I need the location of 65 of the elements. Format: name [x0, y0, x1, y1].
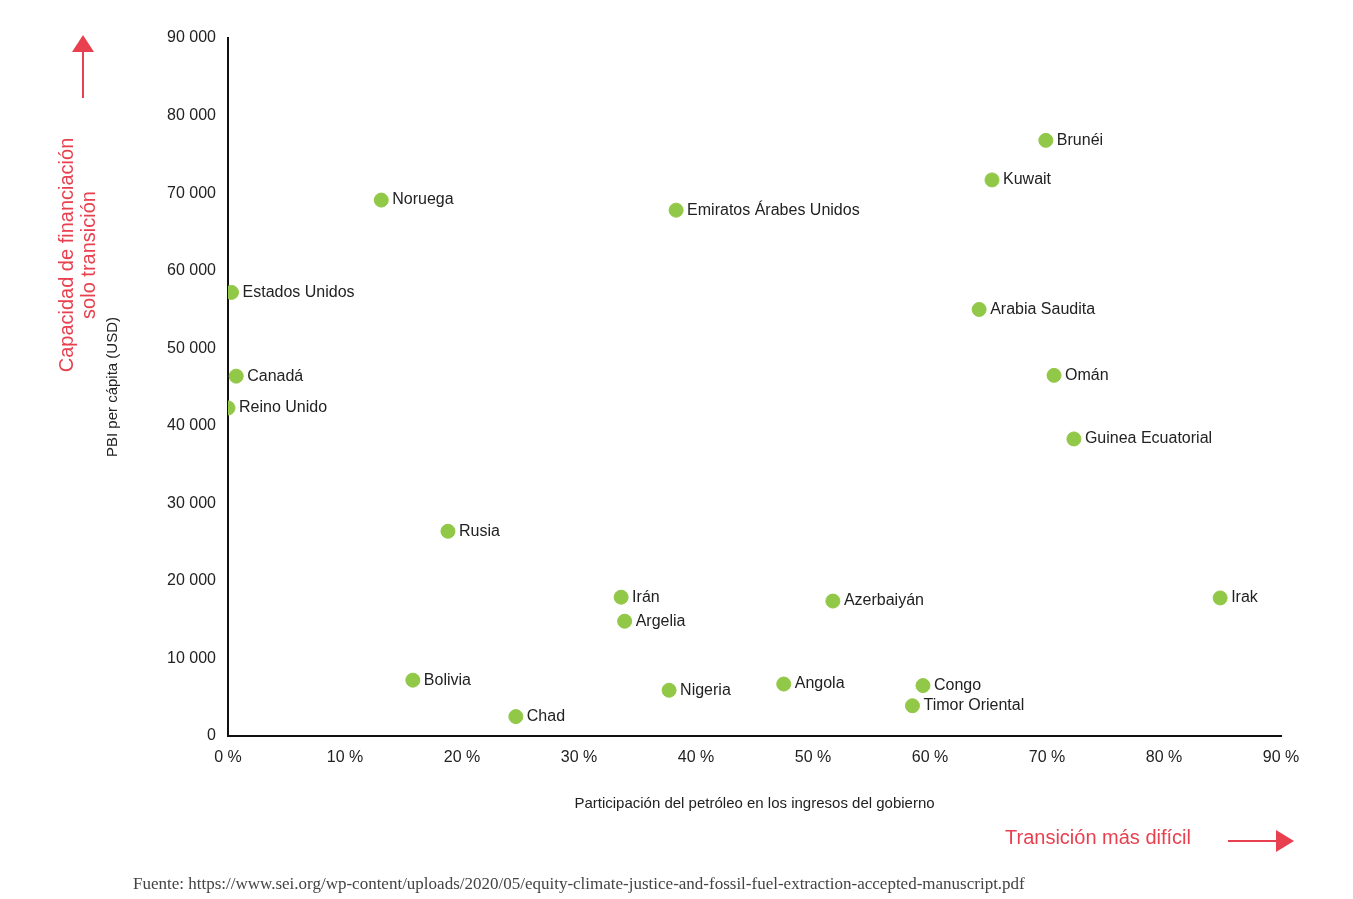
point [1212, 590, 1228, 606]
y-tick-label: 70 000 [167, 183, 217, 201]
annotation: Argelia [635, 611, 686, 629]
y-tick-label: 20 000 [167, 571, 217, 589]
y-tick-label: 10 000 [167, 648, 217, 666]
point [984, 172, 1000, 188]
y-tick-label: 90 000 [167, 28, 217, 46]
annotation: Irak [1231, 588, 1259, 606]
y-axis-title: PBI per cápita (USD) [103, 316, 121, 458]
annotation: Canadá [247, 366, 304, 384]
source-note: Fuente: https://www.sei.org/wp-content/uploads/2020/05/equity-climate-justice-and-fossil-fuel-extraction-accepted-manuscript.pdf [133, 874, 1025, 894]
point [776, 676, 792, 692]
point [613, 589, 629, 605]
x-axis-title: Participación del petróleo en los ingresos del gobierno [574, 794, 935, 812]
point [825, 593, 841, 609]
annotation: Noruega [392, 190, 454, 208]
x-tick-label: 10 % [326, 748, 364, 766]
annotation: Estados Unidos [242, 282, 355, 300]
point [1038, 132, 1054, 148]
annotation: Omán [1065, 365, 1109, 383]
point [668, 202, 684, 218]
x-tick-label: 20 % [443, 748, 481, 766]
annotation: Bolivia [423, 670, 472, 688]
y-tick-label: 80 000 [167, 105, 217, 123]
annotation: Chad [526, 707, 566, 725]
y-tick-label: 40 000 [167, 416, 217, 434]
y-tick-label: 50 000 [167, 338, 217, 356]
point [904, 698, 920, 714]
annotation: Emiratos Árabes Unidos [687, 199, 860, 218]
point [405, 672, 421, 688]
point [1066, 431, 1082, 447]
annotation: Brunéi [1056, 130, 1104, 148]
annotation: Reino Unido [239, 398, 328, 416]
point [661, 682, 677, 698]
annotation: Congo [933, 676, 982, 693]
y-tick-label: 0 [207, 726, 217, 744]
x-tick-label: 50 % [794, 748, 832, 766]
point [915, 678, 931, 694]
point [508, 709, 524, 725]
annotation: Rusia [458, 521, 500, 539]
annotation: Kuwait [1003, 170, 1052, 188]
x-tick-label: 30 % [560, 748, 598, 766]
x-tick-label: 70 % [1028, 748, 1066, 766]
y-tick-label: 60 000 [167, 261, 217, 279]
point [971, 301, 987, 317]
annotation: Guinea Ecuatorial [1084, 429, 1213, 447]
point [228, 368, 244, 384]
annotation: Angola [794, 674, 845, 692]
point [373, 192, 389, 208]
y-tick-label: 30 000 [167, 493, 217, 511]
x-tick-label: 0 % [214, 748, 242, 766]
annotation: Irán [632, 587, 660, 605]
text: Transición más difícil [1005, 826, 1191, 849]
annotation: Timor Oriental [923, 696, 1025, 714]
annotation: Arabia Saudita [990, 299, 1096, 317]
x-tick-label: 60 % [911, 748, 949, 766]
point [1046, 367, 1062, 383]
annotation: Azerbaiyán [843, 591, 924, 609]
annotation: Nigeria [680, 680, 731, 698]
point [617, 613, 633, 629]
x-tick-label: 80 % [1145, 748, 1183, 766]
x-tick-label: 40 % [677, 748, 715, 766]
point [440, 523, 456, 539]
text: Capacidad de financiación solo transición [55, 136, 99, 375]
x-tick-label: 90 % [1262, 748, 1300, 766]
